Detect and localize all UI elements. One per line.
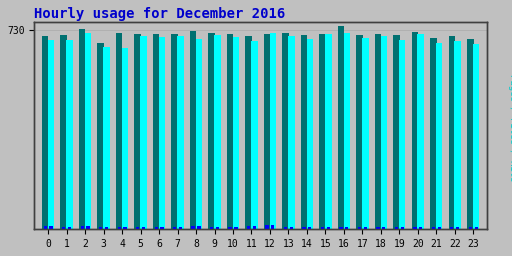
Bar <box>469 227 472 229</box>
Bar <box>97 42 104 229</box>
Text: Pages / Files / Hits: Pages / Files / Hits <box>508 74 512 182</box>
Bar <box>345 227 349 229</box>
Bar <box>412 33 418 229</box>
Bar <box>99 227 102 229</box>
Bar <box>173 227 176 229</box>
Bar <box>208 33 215 229</box>
Bar <box>60 35 67 229</box>
Bar <box>339 227 343 229</box>
Bar <box>432 227 435 229</box>
Bar <box>375 34 381 229</box>
Bar <box>87 226 90 229</box>
Bar <box>67 40 73 229</box>
Bar <box>123 227 126 229</box>
Bar <box>227 34 233 229</box>
Bar <box>216 227 219 229</box>
Bar <box>456 227 459 229</box>
Bar <box>327 227 330 229</box>
Bar <box>210 227 213 229</box>
Bar <box>44 226 47 229</box>
Bar <box>417 34 424 229</box>
Bar <box>62 227 66 229</box>
Bar <box>399 40 406 229</box>
Bar <box>290 227 293 229</box>
Bar <box>282 33 289 229</box>
Bar <box>190 31 196 229</box>
Bar <box>68 227 71 229</box>
Bar <box>79 29 86 229</box>
Bar <box>118 227 121 229</box>
Bar <box>325 34 332 229</box>
Bar <box>438 227 441 229</box>
Bar <box>449 36 455 229</box>
Bar <box>251 41 258 229</box>
Bar <box>475 227 478 229</box>
Bar <box>319 34 326 229</box>
Bar <box>155 227 158 229</box>
Bar <box>473 44 479 229</box>
Bar <box>80 226 84 229</box>
Bar <box>270 33 276 229</box>
Bar <box>48 40 54 229</box>
Bar <box>103 47 110 229</box>
Bar <box>284 227 287 229</box>
Bar <box>338 26 344 229</box>
Bar <box>116 33 122 229</box>
Bar <box>395 227 398 229</box>
Bar <box>135 34 141 229</box>
Bar <box>214 35 221 229</box>
Bar <box>197 226 201 229</box>
Bar <box>419 227 422 229</box>
Bar <box>376 227 379 229</box>
Bar <box>308 227 311 229</box>
Bar <box>232 37 239 229</box>
Bar <box>265 225 269 229</box>
Bar <box>455 41 461 229</box>
Bar <box>430 38 437 229</box>
Bar <box>393 35 400 229</box>
Bar <box>142 227 145 229</box>
Bar <box>159 37 165 229</box>
Bar <box>50 226 53 229</box>
Bar <box>467 39 474 229</box>
Bar <box>303 227 306 229</box>
Bar <box>321 227 324 229</box>
Bar <box>136 227 139 229</box>
Bar <box>362 38 369 229</box>
Bar <box>160 227 163 229</box>
Bar <box>105 227 108 229</box>
Bar <box>400 227 404 229</box>
Bar <box>264 34 270 229</box>
Bar <box>356 35 362 229</box>
Bar <box>307 39 313 229</box>
Bar <box>380 36 387 229</box>
Bar <box>191 226 195 229</box>
Bar <box>234 227 238 229</box>
Text: Hourly usage for December 2016: Hourly usage for December 2016 <box>34 7 286 21</box>
Bar <box>364 227 367 229</box>
Bar <box>85 33 91 229</box>
Bar <box>42 36 49 229</box>
Bar <box>122 48 128 229</box>
Bar <box>179 227 182 229</box>
Bar <box>153 34 159 229</box>
Bar <box>196 39 202 229</box>
Bar <box>177 36 184 229</box>
Bar <box>413 227 417 229</box>
Bar <box>253 226 256 229</box>
Bar <box>301 35 307 229</box>
Bar <box>140 36 147 229</box>
Bar <box>358 227 361 229</box>
Bar <box>247 226 250 229</box>
Bar <box>172 34 178 229</box>
Bar <box>245 36 252 229</box>
Bar <box>228 227 232 229</box>
Bar <box>288 36 294 229</box>
Bar <box>271 225 274 229</box>
Bar <box>450 227 454 229</box>
Bar <box>436 42 442 229</box>
Bar <box>382 227 386 229</box>
Bar <box>344 33 350 229</box>
